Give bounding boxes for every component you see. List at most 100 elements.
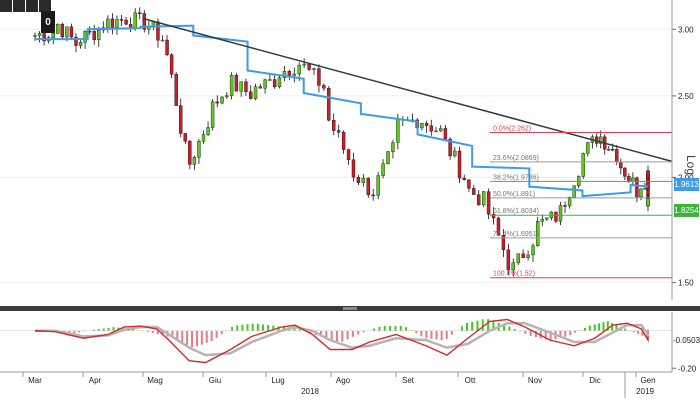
candle-body: [646, 198, 650, 207]
candle-body: [611, 148, 615, 151]
oscillator-bar: [615, 324, 618, 331]
draw-line-icon[interactable]: [13, 0, 25, 12]
candle-body: [234, 75, 239, 92]
oscillator-bar: [632, 330, 635, 333]
candle-body: [396, 119, 400, 143]
candle-body: [244, 81, 248, 92]
oscillator-bar: [487, 319, 490, 331]
candle-body: [381, 163, 385, 176]
y-tick-label: 2.00: [678, 173, 694, 182]
oscillator-bar: [231, 327, 234, 331]
oscillator-bar: [236, 325, 239, 331]
candle-body: [97, 29, 101, 40]
candle-body: [486, 191, 491, 215]
candle-body: [282, 71, 287, 78]
log-scale-label: Log: [684, 155, 698, 175]
candle-body: [297, 64, 301, 75]
candle-body: [74, 36, 78, 46]
candle-body: [346, 149, 351, 161]
oscillator-bar: [320, 330, 323, 337]
expand-icon[interactable]: [39, 0, 51, 12]
oscillator-bar: [102, 328, 105, 331]
oscillator-bar: [351, 330, 354, 337]
oscillator-fast-line: [34, 318, 649, 364]
candle-body: [467, 179, 471, 189]
candle-body: [615, 149, 619, 163]
pencil-icon[interactable]: [0, 0, 12, 12]
oscillator-bar: [262, 324, 265, 331]
x-tick-label: Nov: [528, 376, 542, 385]
candle-body: [563, 205, 567, 207]
candle-body: [619, 161, 623, 169]
candle-body: [215, 101, 219, 104]
oscillator-bar: [362, 330, 365, 333]
oscillator-bar: [445, 330, 448, 339]
x-tick-label: Mag: [147, 376, 163, 385]
fib-label: 76.4%(1.6951): [493, 231, 539, 238]
candle-body: [386, 151, 390, 164]
oscillator-bar: [112, 327, 115, 331]
oscillator-bar: [256, 323, 259, 331]
candle-body: [599, 136, 603, 144]
candle-body: [268, 79, 272, 81]
oscillator-bar: [107, 327, 110, 331]
candle-body: [119, 19, 124, 21]
oscillator-bar: [559, 330, 562, 338]
oscillator-bar: [637, 330, 640, 334]
candle-body: [643, 188, 647, 190]
oscillator-bar: [641, 330, 644, 336]
oscillator-panel: [0, 318, 672, 364]
oscillator-bar: [415, 330, 418, 334]
candle-body: [239, 81, 243, 92]
oscillator-bar: [205, 330, 208, 343]
oscillator-bar: [481, 319, 484, 331]
oscillator-bar: [624, 328, 627, 331]
oscillator-bar: [606, 321, 609, 331]
candle-body: [623, 167, 627, 177]
candle-body: [361, 177, 366, 183]
candle-body: [110, 18, 115, 28]
candle-body: [506, 249, 511, 271]
oscillator-bar: [293, 328, 296, 331]
candle-body: [165, 39, 169, 55]
fib-label: 38.2%(1.9786): [493, 174, 539, 181]
oscillator-bar: [215, 330, 218, 338]
oscillator-bar: [378, 326, 381, 331]
oscillator-bar: [272, 325, 275, 331]
oscillator-bar: [97, 328, 100, 331]
oscillator-bar: [156, 330, 159, 335]
oscillator-bar: [564, 330, 567, 337]
candle-body: [287, 71, 292, 76]
oscillator-bar: [450, 330, 453, 335]
candle-body: [516, 253, 520, 263]
candle-body: [581, 153, 585, 177]
oscillator-bar: [476, 320, 479, 331]
candle-body: [292, 73, 296, 76]
candle-body: [133, 12, 137, 29]
candle-body: [635, 177, 639, 198]
oscillator-bar: [399, 325, 402, 331]
candle-body: [124, 19, 128, 25]
candle-body: [438, 128, 443, 132]
candle-body: [481, 191, 486, 206]
oscillator-bar: [309, 330, 312, 334]
fib-label: 61.8%(1.8034): [493, 208, 539, 215]
x-tick-label: Giu: [209, 376, 221, 385]
oscillator-bar: [602, 322, 605, 331]
x-tick-label: Apr: [89, 376, 102, 385]
candle-body: [607, 148, 611, 151]
oscillator-bar: [298, 329, 301, 331]
fib-label: 0.0%(2.262): [493, 125, 531, 132]
candle-body: [356, 176, 361, 183]
oscillator-bar: [519, 330, 522, 332]
candle-body: [37, 33, 42, 36]
oscillator-bar: [529, 330, 532, 336]
candle-body: [462, 177, 466, 180]
candle-body: [115, 19, 119, 28]
oscillator-bar: [460, 326, 463, 331]
candle-body: [210, 101, 215, 128]
x-tick-label: Gen: [640, 376, 655, 385]
cursor-icon[interactable]: [26, 0, 38, 12]
